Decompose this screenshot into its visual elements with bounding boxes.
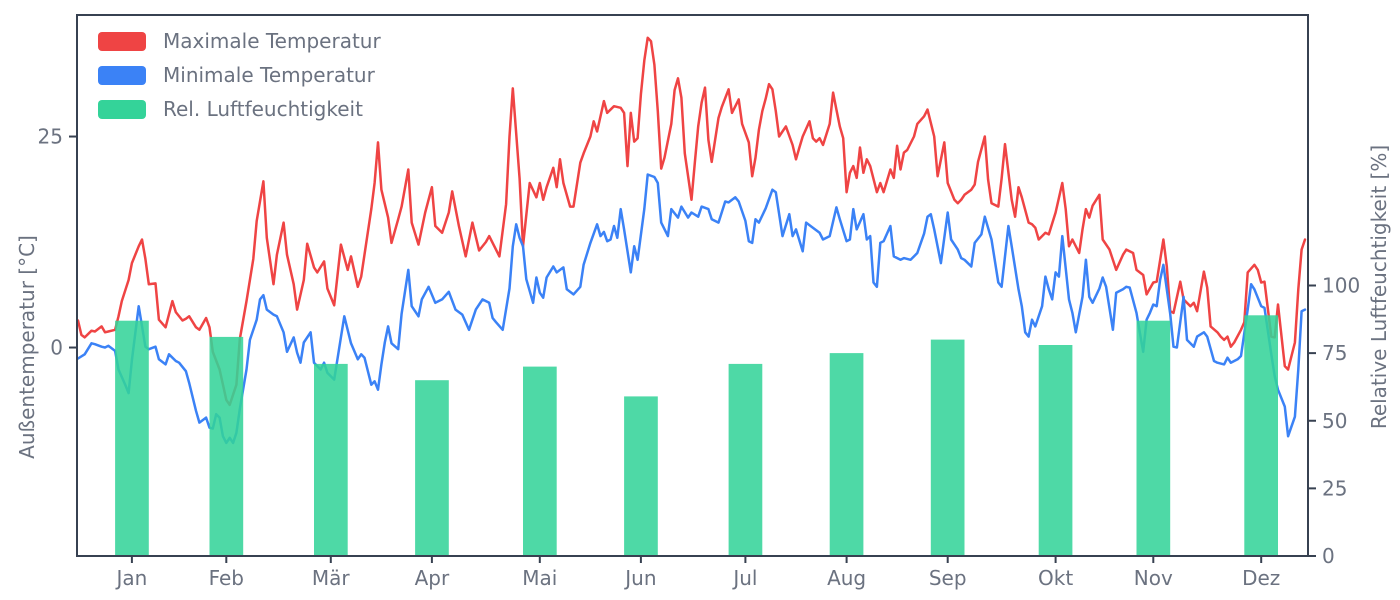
legend-label-min-temp: Minimale Temperatur xyxy=(163,63,375,87)
legend-swatch-max-temp xyxy=(98,31,146,51)
humidity-bar xyxy=(209,336,244,556)
right-tick-label: 25 xyxy=(1322,476,1347,500)
legend: Maximale Temperatur Minimale Temperatur … xyxy=(98,31,381,119)
right-tick-label: 0 xyxy=(1322,544,1335,568)
line-max-temperature xyxy=(76,36,1307,407)
humidity-bar xyxy=(829,353,864,556)
humidity-bar xyxy=(314,363,348,556)
humidity-bar xyxy=(415,380,449,556)
right-tick-label: 50 xyxy=(1322,409,1347,433)
legend-item-min-temp: Minimale Temperatur xyxy=(98,65,381,85)
x-tick-label: Jan xyxy=(114,566,147,590)
left-axis-title: Außentemperatur [°C] xyxy=(15,235,39,459)
x-tick-label: Apr xyxy=(415,566,450,590)
right-axis-title: Relative Luftfeuchtigkeit [%] xyxy=(1367,144,1391,430)
x-tick-label: Dez xyxy=(1242,566,1280,590)
x-tick-label: Mai xyxy=(522,566,557,590)
humidity-bar xyxy=(523,366,557,556)
humidity-bar xyxy=(1038,345,1073,556)
x-tick-label: Jun xyxy=(623,566,656,590)
humidity-bar xyxy=(624,396,658,556)
legend-swatch-min-temp xyxy=(98,65,146,85)
humidity-bar xyxy=(115,320,149,556)
legend-swatch-humidity xyxy=(98,99,146,119)
legend-item-max-temp: Maximale Temperatur xyxy=(98,31,381,51)
humidity-bars xyxy=(115,315,1278,556)
right-tick-label: 100 xyxy=(1322,274,1360,298)
x-tick-label: Jul xyxy=(731,566,757,590)
x-tick-label: Sep xyxy=(929,566,967,590)
x-tick-label: Aug xyxy=(827,566,866,590)
left-tick-label: 0 xyxy=(50,336,63,360)
right-tick-label: 75 xyxy=(1322,341,1347,365)
x-tick-label: Nov xyxy=(1134,566,1173,590)
line-min-temperature xyxy=(76,173,1307,445)
x-tick-label: Feb xyxy=(209,566,244,590)
legend-label-max-temp: Maximale Temperatur xyxy=(163,29,381,53)
humidity-bar xyxy=(1244,315,1278,556)
x-tick-label: Okt xyxy=(1038,566,1073,590)
humidity-bar xyxy=(1136,320,1171,556)
left-tick-label: 25 xyxy=(38,125,63,149)
legend-label-humidity: Rel. Luftfeuchtigkeit xyxy=(163,97,363,121)
humidity-bar xyxy=(930,339,965,556)
humidity-bar xyxy=(728,363,763,556)
legend-item-humidity: Rel. Luftfeuchtigkeit xyxy=(98,99,381,119)
x-tick-label: Mär xyxy=(312,566,351,590)
